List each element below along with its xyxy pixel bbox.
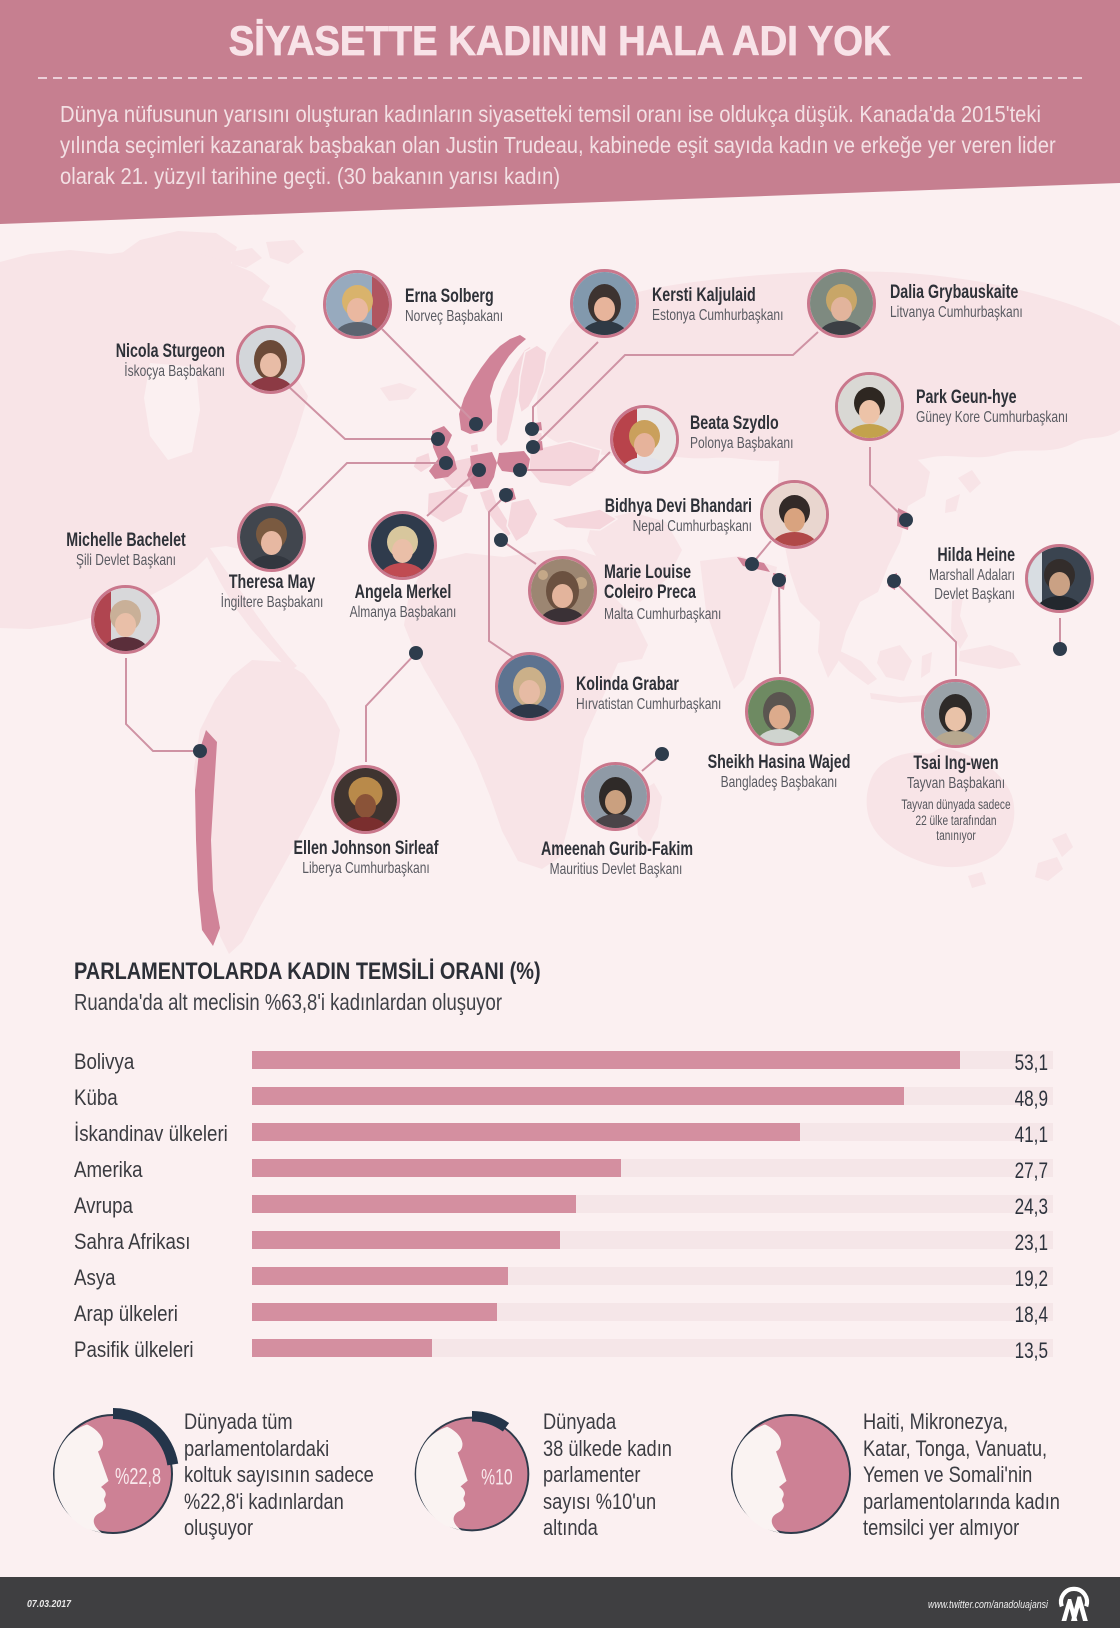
svg-text:%22,8: %22,8: [115, 1463, 161, 1489]
svg-text:%10: %10: [481, 1465, 513, 1490]
